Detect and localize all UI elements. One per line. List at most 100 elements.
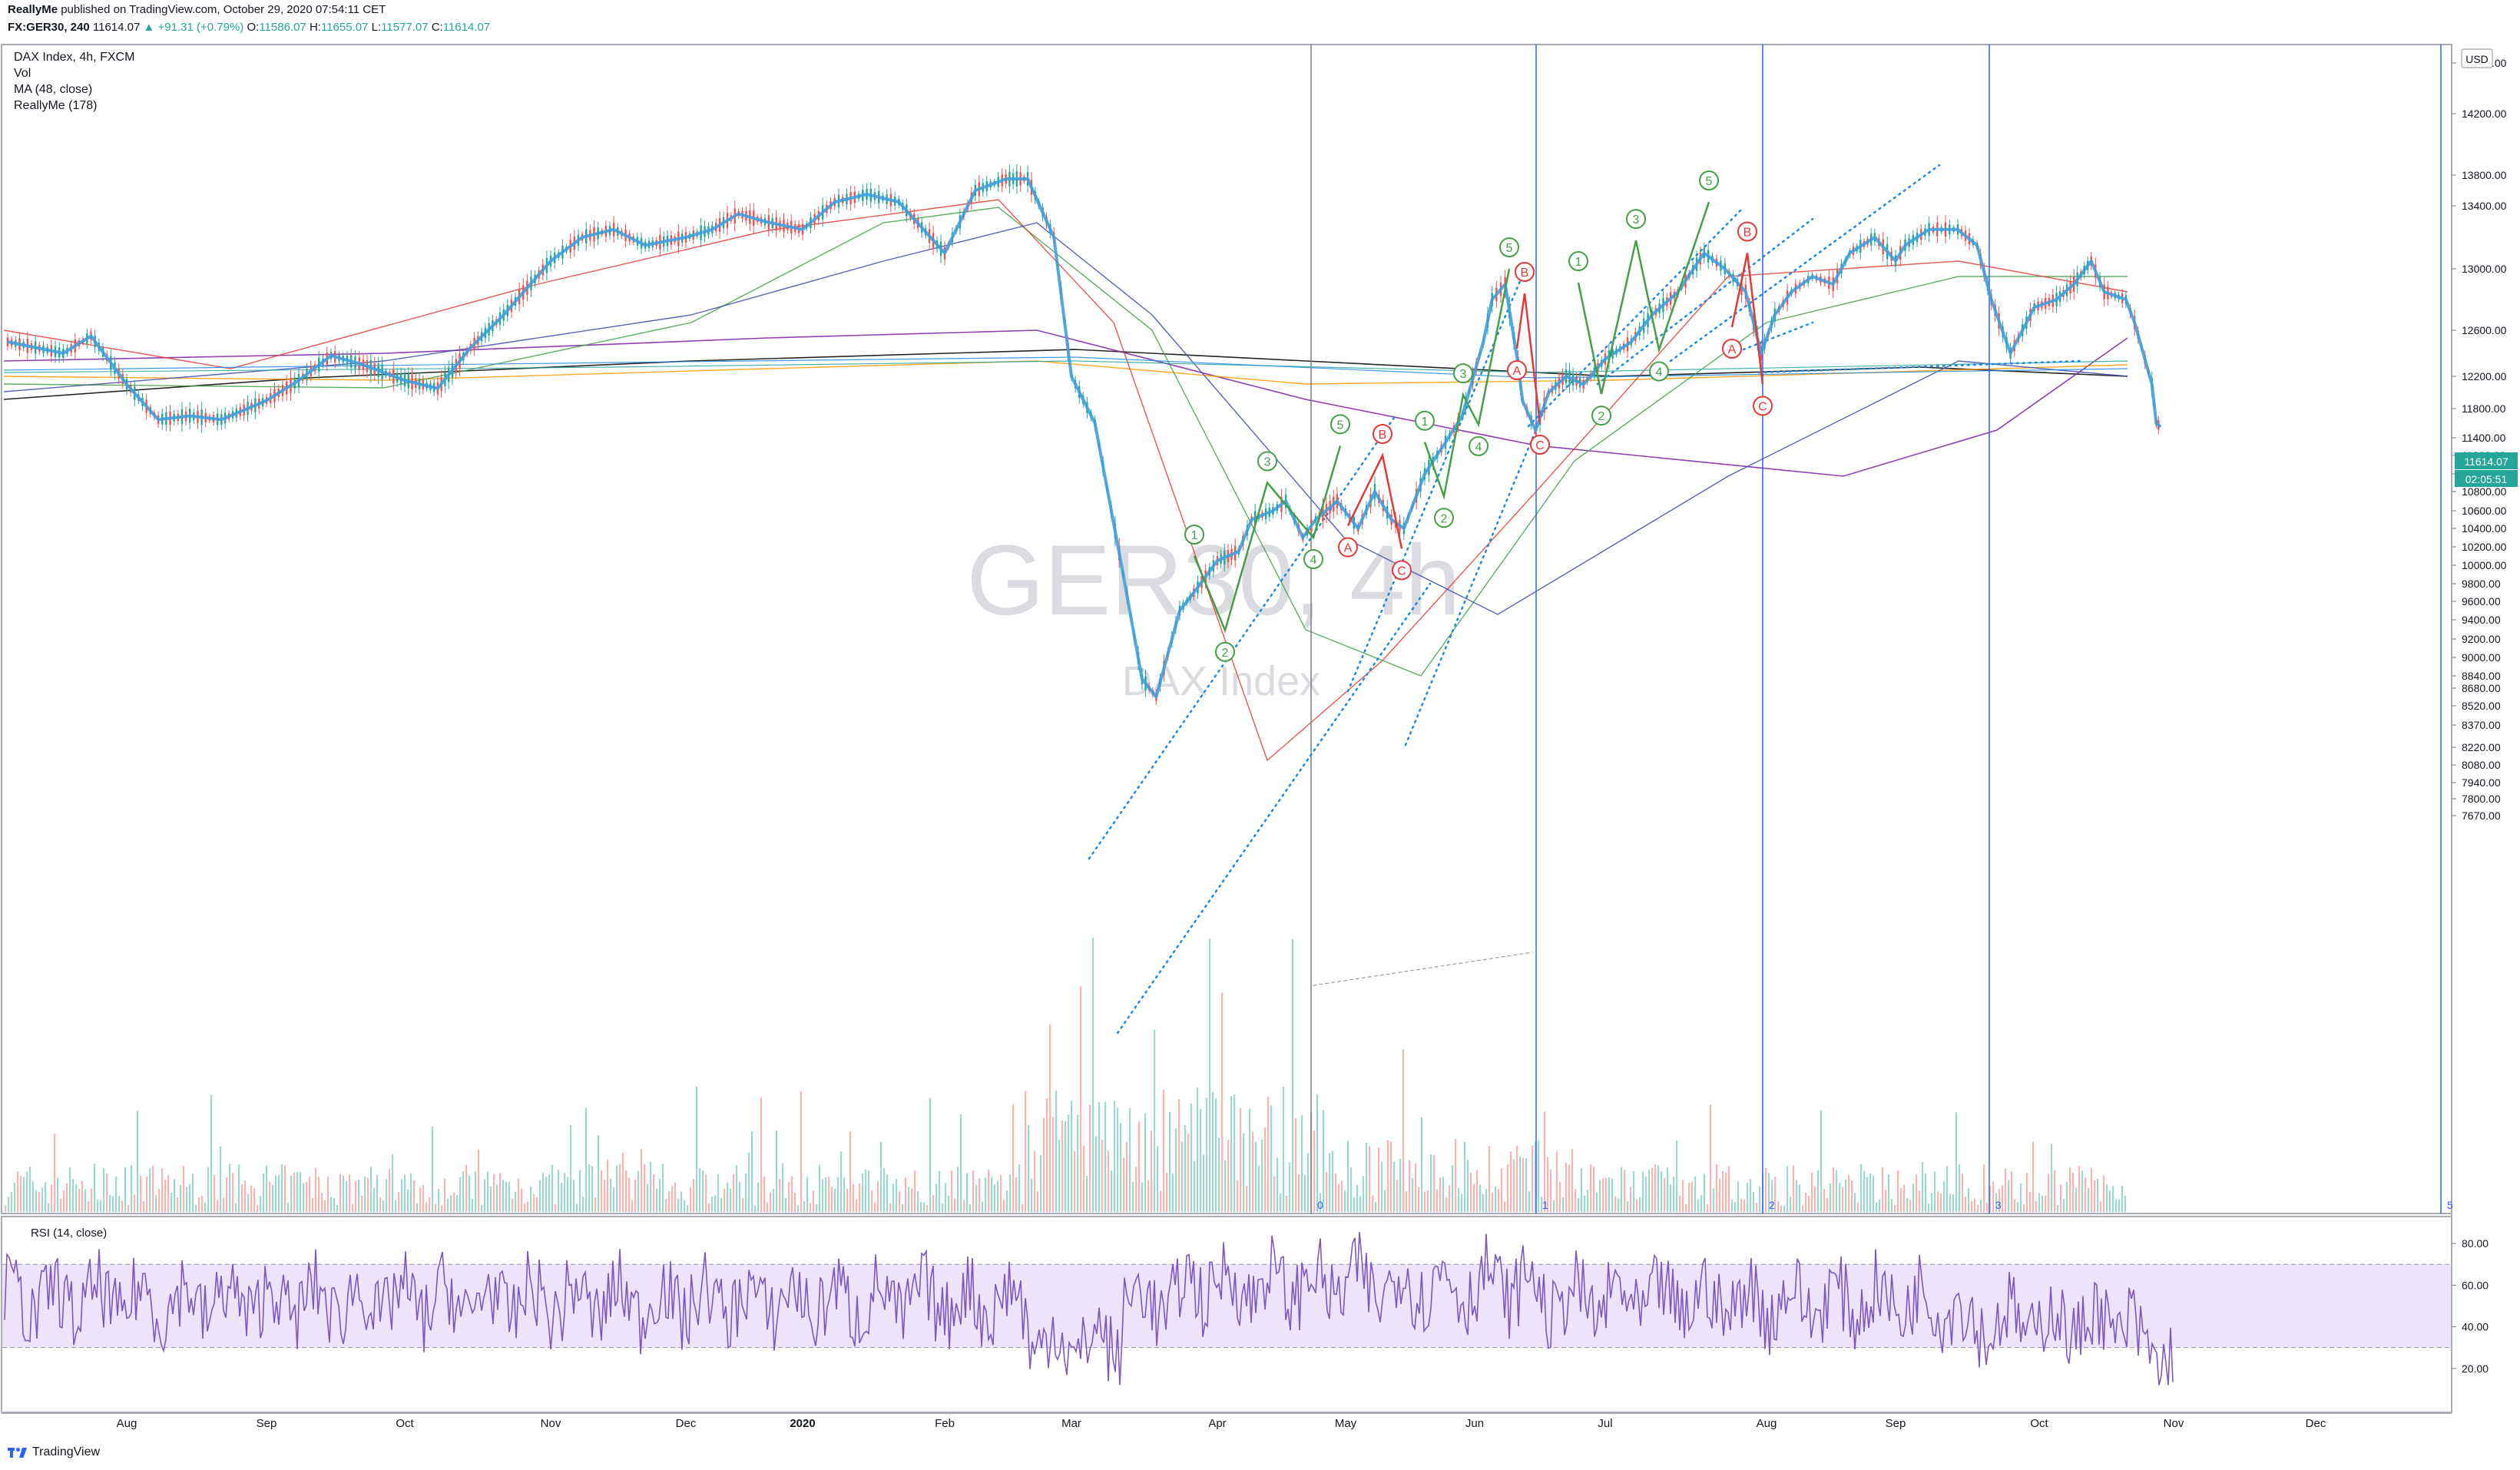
volume-bar	[1648, 1169, 1651, 1212]
legend-volume[interactable]: Vol	[14, 67, 31, 80]
volume-bar	[788, 1182, 790, 1212]
volume-bar	[1338, 1184, 1340, 1212]
volume-bar	[1187, 1133, 1190, 1212]
wave-path	[1577, 201, 1710, 395]
legend-ma[interactable]: MA (48, close)	[14, 83, 93, 96]
volume-bar	[1295, 1117, 1297, 1212]
volume-bar	[1406, 1191, 1408, 1212]
volume-bar	[32, 1181, 35, 1212]
volume-bar	[20, 1176, 22, 1212]
volume-bar	[1197, 1087, 1199, 1212]
volume-bar	[315, 1167, 317, 1212]
volume-bar	[604, 1180, 606, 1212]
volume-bar	[1682, 1180, 1684, 1212]
volume-bar	[1562, 1197, 1565, 1212]
wave-label: 1	[1575, 256, 1582, 269]
time-tick-label: Dec	[2306, 1417, 2326, 1430]
volume-bar	[1135, 1167, 1137, 1212]
volume-bar	[1912, 1183, 1915, 1212]
volume-bar	[1169, 1111, 1171, 1212]
time-axis[interactable]: Aug Sep Oct Nov Dec 2020 Feb Mar Apr May Jun Jul Aug…	[117, 1417, 2326, 1430]
volume-bar	[186, 1187, 188, 1212]
volume-bar	[810, 1203, 812, 1212]
footer-brand[interactable]: TradingView	[32, 1445, 101, 1458]
volume-bar	[1611, 1178, 1614, 1212]
price-tick-label: 9200.00	[2462, 633, 2501, 645]
legend-series[interactable]: DAX Index, 4h, FXCM	[14, 51, 135, 64]
volume-bar	[1995, 1193, 1998, 1212]
volume-bar	[693, 1179, 695, 1212]
volume-bar	[1854, 1193, 1856, 1212]
volume-bar	[1129, 1107, 1131, 1212]
volume-bar	[668, 1191, 671, 1212]
rsi-tick-label: 80.00	[2462, 1237, 2489, 1250]
volume-bar	[382, 1200, 385, 1212]
channel-line	[1116, 582, 1432, 1035]
legend-indicator[interactable]: ReallyMe (178)	[14, 99, 98, 112]
symbol-label[interactable]: FX:GER30, 240	[8, 21, 90, 34]
volume-bar	[26, 1171, 28, 1212]
volume-bar	[453, 1192, 455, 1212]
volume-bar	[662, 1164, 664, 1212]
price-tick-label: 7670.00	[2462, 809, 2501, 822]
volume-bar	[1830, 1183, 1832, 1212]
volume-bar	[1713, 1188, 1715, 1212]
channel-line	[1669, 164, 1941, 363]
rsi-axis[interactable]: 80.00 60.00 40.00 20.00	[2452, 1237, 2489, 1375]
volume-bar	[296, 1172, 299, 1212]
moving-average-line	[3, 360, 2128, 373]
volume-bar	[235, 1203, 237, 1212]
price-tick-label: 8220.00	[2462, 741, 2501, 753]
volume-bar	[573, 1180, 575, 1212]
volume-bar	[1194, 1160, 1196, 1212]
volume-bar	[2014, 1199, 2016, 1212]
volume-bar	[957, 1167, 959, 1212]
volume-bar	[465, 1164, 468, 1212]
volume-bar	[674, 1182, 677, 1212]
volume-bar	[644, 1164, 646, 1212]
volume-bar	[109, 1195, 111, 1212]
last-price: 11614.07	[92, 21, 141, 34]
volume-bar	[1384, 1190, 1386, 1212]
volume-bar	[1587, 1189, 1589, 1212]
volume-bar	[1108, 1151, 1110, 1212]
high-value: 11655.07	[320, 21, 369, 34]
volume-bar	[1820, 1110, 1823, 1212]
volume-bar	[926, 1204, 929, 1212]
volume-bar	[1734, 1202, 1737, 1212]
volume-bar	[677, 1198, 680, 1212]
volume-bar	[813, 1190, 815, 1212]
volume-bar	[1409, 1160, 1411, 1212]
price-tick-label: 10600.00	[2462, 505, 2507, 517]
volume-bar	[1479, 1184, 1482, 1212]
volume-bar	[1393, 1161, 1396, 1212]
volume-bar	[840, 1151, 843, 1212]
volume-bar	[1412, 1178, 1414, 1212]
volume-bar	[1790, 1197, 1792, 1212]
volume-bar	[834, 1188, 836, 1212]
volume-bar	[1065, 1121, 1067, 1212]
volume-bar	[2057, 1204, 2059, 1212]
volume-bar	[312, 1197, 314, 1212]
volume-bar	[204, 1202, 207, 1212]
wave-label: B	[1521, 267, 1529, 280]
volume-bar	[594, 1197, 597, 1212]
wave-label-circle	[1469, 435, 1488, 456]
volume-bar	[1028, 1125, 1030, 1212]
author-name[interactable]: ReallyMe	[8, 3, 58, 16]
currency-box[interactable]	[2461, 48, 2493, 68]
volume-bar	[11, 1191, 13, 1212]
volume-bar	[736, 1165, 738, 1212]
price-tick-label: 8680.00	[2462, 682, 2501, 694]
time-tick-label: Aug	[117, 1417, 137, 1430]
volume-bar	[1249, 1108, 1251, 1212]
volume-bar	[1891, 1199, 1893, 1212]
wave-label: C	[1758, 401, 1767, 414]
volume-bar	[1707, 1204, 1709, 1212]
volume-bar	[496, 1184, 498, 1212]
volume-bar	[161, 1168, 164, 1212]
volume-bar	[570, 1124, 572, 1212]
volume-bar	[2085, 1177, 2087, 1212]
volume-bar	[1667, 1167, 1669, 1212]
